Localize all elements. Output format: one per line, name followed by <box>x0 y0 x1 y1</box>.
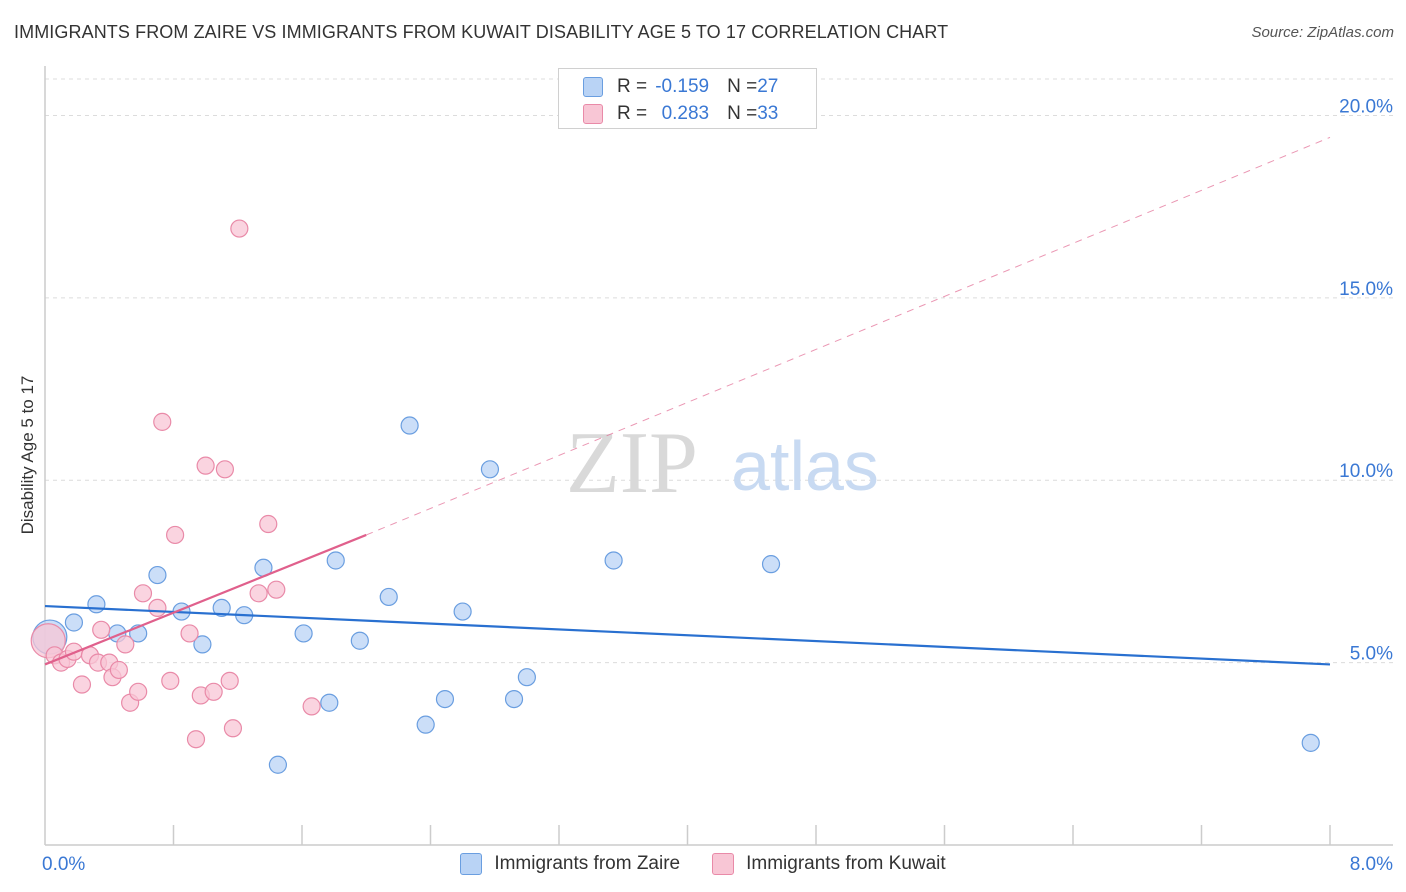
zaire-point <box>294 624 313 643</box>
zaire-point <box>761 555 781 574</box>
zaire-point <box>193 635 212 654</box>
kuwait-point <box>302 697 321 716</box>
zaire-point <box>1301 733 1320 752</box>
legend-row-zaire: R = -0.159 N = 27 <box>583 75 778 99</box>
watermark: ZIP atlas <box>566 415 879 512</box>
trend-lines <box>44 136 1331 666</box>
kuwait-point <box>259 514 278 534</box>
y-tick-label: 10.0% <box>1339 461 1393 482</box>
zaire-point <box>326 551 345 570</box>
zaire-point <box>212 598 231 618</box>
kuwait-r-label: R = <box>617 103 648 124</box>
zaire-point <box>379 587 398 607</box>
data-points <box>30 219 1320 774</box>
zaire-point <box>480 460 500 479</box>
kuwait-point <box>153 412 172 431</box>
chart-title: IMMIGRANTS FROM ZAIRE VS IMMIGRANTS FROM… <box>14 22 949 42</box>
kuwait-point <box>230 219 249 238</box>
zaire-r-label: R = <box>617 76 648 97</box>
zaire-n-label: N = <box>727 76 758 97</box>
kuwait-point <box>166 525 185 545</box>
kuwait-point <box>92 620 111 639</box>
y-tick-label: 15.0% <box>1339 279 1393 300</box>
watermark-zip: ZIP <box>566 415 698 512</box>
zaire-point <box>416 715 435 734</box>
kuwait-n-value: 33 <box>757 103 779 124</box>
kuwait-point <box>129 682 148 701</box>
legend-row-kuwait: R = 0.283 N = 33 <box>583 102 778 126</box>
zaire-point <box>504 689 524 709</box>
y-tick-label: 5.0% <box>1350 644 1393 665</box>
zaire-point <box>64 613 84 632</box>
kuwait-point <box>223 719 243 738</box>
watermark-atlas: atlas <box>731 427 879 505</box>
zaire-legend-label: Immigrants from Zaire <box>494 853 681 874</box>
zaire-trend-line <box>44 604 1331 666</box>
zaire-point <box>604 551 623 570</box>
kuwait-point <box>196 456 215 475</box>
kuwait-point <box>215 460 234 479</box>
stats-legend: R = -0.159 N = 27 R = 0.283 N = 33 <box>558 68 817 129</box>
kuwait-point <box>116 635 135 654</box>
zaire-point <box>148 565 167 585</box>
legend-item-zaire[interactable]: Immigrants from Zaire <box>460 853 680 875</box>
zaire-point <box>435 689 455 709</box>
zaire-point <box>400 416 419 435</box>
zaire-n-value: 27 <box>757 76 779 97</box>
kuwait-point <box>180 624 199 643</box>
kuwait-legend-label: Immigrants from Kuwait <box>746 853 946 874</box>
kuwait-point <box>267 580 286 599</box>
kuwait-trend-line <box>44 533 367 666</box>
zaire-r-value: -0.159 <box>655 76 710 97</box>
kuwait-point <box>109 660 128 680</box>
legend-item-kuwait[interactable]: Immigrants from Kuwait <box>712 853 946 875</box>
kuwait-point <box>220 671 239 690</box>
kuwait-point <box>186 730 206 749</box>
zaire-legend-swatch <box>460 853 483 875</box>
x-tick-label: 8.0% <box>1350 854 1393 875</box>
kuwait-point <box>204 682 223 701</box>
kuwait-n-label: N = <box>727 103 758 124</box>
x-tick-label: 0.0% <box>42 854 85 875</box>
kuwait-point <box>133 584 153 603</box>
zaire-point <box>350 631 369 650</box>
kuwait-trend-extension <box>366 136 1331 536</box>
tick-labels: 5.0% 10.0% 15.0% 20.0% 0.0% 8.0% <box>42 96 1393 875</box>
kuwait-point <box>72 675 92 694</box>
source-note: Source: ZipAtlas.com <box>1251 24 1394 41</box>
kuwait-point <box>148 598 167 618</box>
zaire-swatch <box>583 77 603 97</box>
kuwait-r-value: 0.283 <box>661 103 710 124</box>
zaire-point <box>87 595 106 614</box>
kuwait-point <box>161 671 180 690</box>
kuwait-legend-swatch <box>712 853 735 875</box>
gridlines <box>45 78 1393 664</box>
zaire-point <box>268 755 288 774</box>
zaire-point <box>320 693 339 712</box>
kuwait-point <box>249 584 268 603</box>
zaire-point <box>453 602 472 621</box>
y-tick-label: 20.0% <box>1339 96 1393 117</box>
kuwait-swatch <box>583 104 603 124</box>
zaire-point <box>517 668 536 687</box>
series-legend: Immigrants from Zaire Immigrants from Ku… <box>0 852 1406 876</box>
axes <box>44 66 1393 846</box>
